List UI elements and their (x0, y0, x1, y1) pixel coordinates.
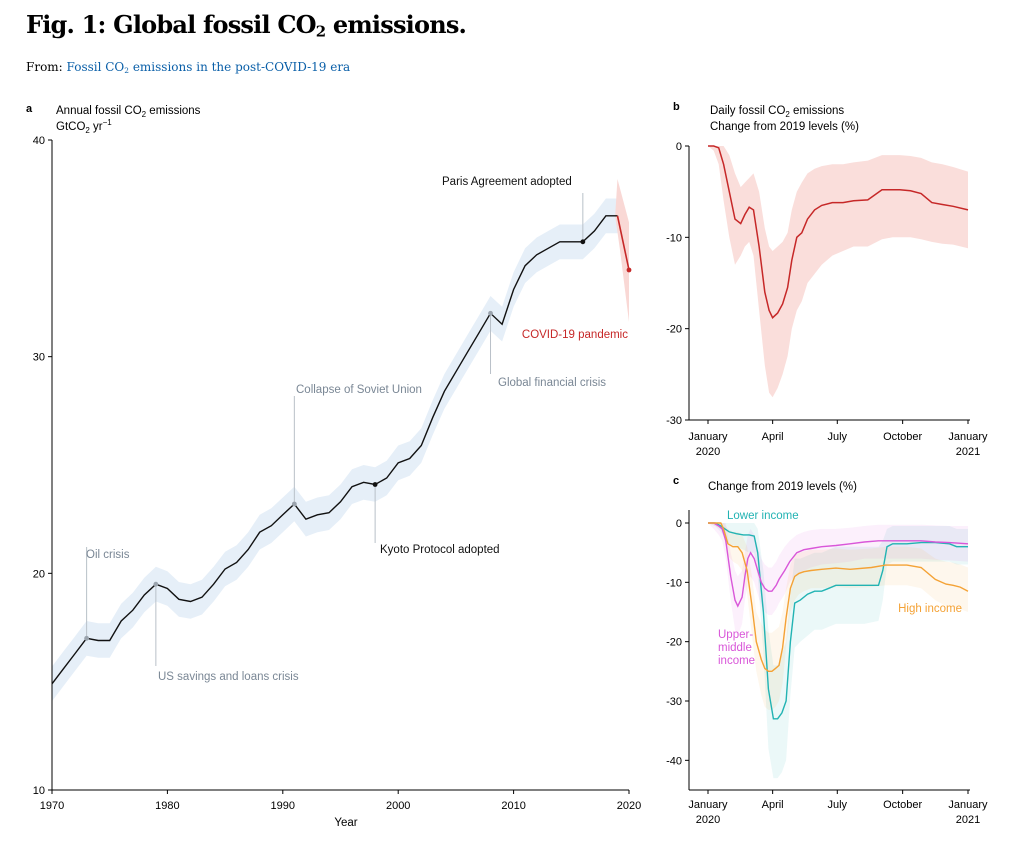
lower-income-line (708, 522, 968, 720)
panel-b-xtick-label-year: 2021 (956, 446, 980, 458)
annotation-label: Oil crisis (86, 549, 130, 561)
panel-b-range-band (708, 146, 968, 398)
panel-a-xtick-label: 2000 (386, 800, 410, 812)
panel-b-xtick-label: January (688, 431, 728, 443)
source-link-subscript: 2 (124, 65, 130, 75)
annotation-marker (372, 482, 378, 487)
panel-c-xtick-label: April (762, 799, 784, 811)
annotation-label: COVID-19 pandemic (522, 329, 628, 341)
annotation-marker (626, 267, 632, 273)
high-income-band (708, 523, 968, 710)
panel-b-ytick-label: -10 (666, 232, 682, 244)
panel-c-xtick-label: October (883, 799, 922, 811)
annotation-marker (153, 581, 159, 587)
panel-a-ylabel: Annual fossil CO2 emissions (56, 105, 201, 119)
upper-middle-income-line (708, 522, 969, 608)
annotation-label: Kyoto Protocol adopted (380, 544, 500, 556)
panel-a-covid-band (615, 179, 629, 322)
panel-a-axes: 10 20 30 40 1970 1980 1990 2000 2010 2020 (33, 135, 641, 812)
panel-c-xtick-label: July (828, 799, 848, 811)
panel-b-xtick-label: July (828, 431, 848, 443)
upper-middle-income-band (708, 523, 968, 636)
panel-b-ytick-label: -30 (666, 415, 682, 427)
panel-a-ytick-label: 20 (33, 568, 45, 580)
panel-c-series-lines (708, 522, 969, 720)
panel-b-ytick-label: 0 (676, 141, 682, 153)
annotation-label: Collapse of Soviet Union (296, 384, 422, 396)
high-income-label: High income (898, 603, 962, 615)
source-link-text-post: emissions in the post-COVID-19 era (129, 60, 351, 74)
annotation-marker (291, 501, 297, 507)
panel-b-ytick-label: -20 (666, 324, 682, 336)
panel-b-xtick-label-year: 2020 (696, 446, 720, 458)
title-text-post: emissions. (325, 10, 467, 39)
panel-b-uncertainty-band (708, 146, 968, 398)
source-line: From: Fossil CO2 emissions in the post-C… (26, 60, 350, 75)
panel-b-daily-change-line (708, 145, 969, 319)
panel-a-markers (84, 239, 632, 641)
panel-a-xtick-label: 1990 (271, 800, 295, 812)
panel-b-series-lines (708, 145, 969, 319)
annotation-marker (84, 635, 90, 641)
panel-a-historical-band (52, 198, 618, 702)
panel-c-xtick-label-year: 2020 (696, 814, 720, 826)
panel-a-emissions-line (51, 215, 618, 685)
panel-c-xtick-label: January (688, 799, 728, 811)
panel-a-xtick-label: 1980 (155, 800, 179, 812)
panel-a-xtick-label: 1970 (40, 800, 64, 812)
annotation-label: US savings and loans crisis (158, 671, 299, 683)
lower-income-label: Lower income (727, 510, 799, 522)
panel-c-xtick-label: January (948, 799, 988, 811)
panel-a-covid-line (616, 215, 630, 271)
annotation-label: Paris Agreement adopted (442, 176, 572, 188)
panel-c-axes: 0 -10 -20 -30 -40 January 2020 April July October… (666, 510, 988, 826)
panel-c-ytick-label: 0 (676, 518, 682, 530)
annotation-marker (580, 239, 586, 245)
panel-b-xtick-label: April (762, 431, 784, 443)
source-link-text-pre: Fossil CO (66, 60, 125, 74)
panel-c-ytick-label: -10 (666, 577, 682, 589)
panel-c-ytick-label: -20 (666, 637, 682, 649)
panel-a: a Annual fossil CO2 emissions GtCO2 yr−1… (26, 103, 641, 829)
panel-c-ytick-label: -30 (666, 696, 682, 708)
panel-c-ytick-label: -40 (666, 755, 682, 767)
source-article-link[interactable]: Fossil CO2 emissions in the post-COVID-1… (66, 60, 351, 75)
panel-b-axes: 0 -10 -20 -30 January 2020 April July October Jan… (666, 141, 988, 458)
panel-c-xtick-label-year: 2021 (956, 814, 980, 826)
panel-a-letter: a (26, 103, 33, 115)
panel-b-xtick-label: October (883, 431, 922, 443)
panel-c: c Change from 2019 levels (%) 0 -10 -20 -30… (666, 475, 988, 826)
panel-a-xtick-label: 2010 (501, 800, 525, 812)
panel-b-title: Daily fossil CO2 emissions (710, 105, 844, 119)
upper-middle-income-label: Upper-middle income (718, 629, 755, 667)
panel-a-xlabel: Year (334, 817, 357, 829)
panel-b-xtick-label: January (948, 431, 988, 443)
from-label: From: (26, 60, 63, 74)
panel-b-subtitle: Change from 2019 levels (%) (710, 121, 859, 133)
panel-b-letter: b (673, 101, 680, 113)
annotation-label: Global financial crisis (498, 377, 606, 389)
panel-a-annotations: Oil crisis US savings and loans crisis Col… (86, 176, 628, 683)
title-subscript: 2 (315, 22, 326, 41)
panel-c-letter: c (673, 475, 679, 487)
panel-a-yunit: GtCO2 yr−1 (56, 118, 112, 135)
panel-a-ytick-label: 30 (33, 352, 45, 364)
panel-a-uncertainty-band (52, 179, 629, 702)
figure-title: Fig. 1: Global fossil CO2 emissions. (26, 10, 467, 41)
title-text-pre: Fig. 1: Global fossil CO (26, 10, 317, 39)
high-income-line (708, 522, 969, 672)
panel-a-ytick-label: 10 (33, 785, 45, 797)
panel-a-ytick-label: 40 (33, 135, 45, 147)
annotation-marker (488, 310, 493, 316)
panel-a-xtick-label: 2020 (617, 800, 641, 812)
panel-a-series-lines (51, 215, 630, 685)
panel-c-subtitle: Change from 2019 levels (%) (708, 481, 857, 493)
panel-c-series-labels: Lower income Upper-middle income High incom… (718, 510, 962, 667)
panel-b: b Daily fossil CO2 emissions Change from… (666, 101, 988, 458)
